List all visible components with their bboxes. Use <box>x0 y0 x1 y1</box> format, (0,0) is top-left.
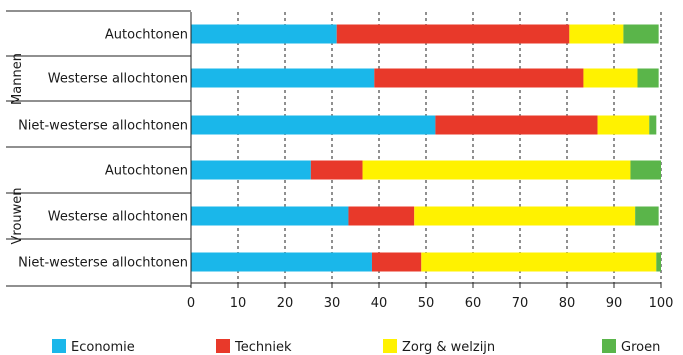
bar-economie-row-4 <box>191 160 311 180</box>
legend-swatch <box>52 339 66 353</box>
bar-groen-row-2 <box>637 68 659 88</box>
legend-label: Economie <box>71 340 135 355</box>
legend-swatch <box>602 339 616 353</box>
x-tick-label: 80 <box>559 296 576 311</box>
x-tick-label: 20 <box>277 296 294 311</box>
bar-economie-row-6 <box>191 252 372 272</box>
category-labels: Autochtonen Westerse allochtonen Niet-west… <box>18 28 188 271</box>
category-label: Niet-westerse allochtonen <box>18 256 188 271</box>
group-label: Vrouwen <box>10 187 25 244</box>
legend: Economie Techniek Zorg & welzijn Groen <box>52 339 660 355</box>
bar-groen-row-5 <box>635 206 659 226</box>
bar-zorg-welzijn-row-4 <box>362 160 631 180</box>
legend-label: Zorg & welzijn <box>402 340 495 355</box>
bar-groen-row-6 <box>656 252 661 272</box>
legend-label: Techniek <box>234 340 292 355</box>
group-labels: Mannen Vrouwen <box>10 53 25 244</box>
bar-economie-row-2 <box>191 68 375 88</box>
x-tick-label: 70 <box>512 296 529 311</box>
x-tick-label: 100 <box>649 296 674 311</box>
x-tick-label: 90 <box>606 296 623 311</box>
legend-swatch <box>383 339 397 353</box>
category-label: Niet-westerse allochtonen <box>18 119 188 134</box>
x-tick-label: 60 <box>465 296 482 311</box>
category-label: Autochtonen <box>105 164 188 179</box>
bar-groen-row-1 <box>623 24 659 44</box>
bar-techniek-row-3 <box>435 115 598 135</box>
bar-zorg-welzijn-row-5 <box>414 206 636 226</box>
bar-economie-row-1 <box>191 24 337 44</box>
x-tick-label: 40 <box>371 296 388 311</box>
category-label: Autochtonen <box>105 28 188 43</box>
legend-label: Groen <box>621 340 660 355</box>
bar-techniek-row-2 <box>374 68 584 88</box>
bars <box>191 24 661 272</box>
bar-techniek-row-4 <box>310 160 363 180</box>
x-tick-label: 30 <box>324 296 341 311</box>
bar-zorg-welzijn-row-1 <box>569 24 624 44</box>
group-label: Mannen <box>10 53 25 105</box>
bar-techniek-row-1 <box>336 24 570 44</box>
x-tick-label: 50 <box>418 296 435 311</box>
x-tick-label: 10 <box>230 296 247 311</box>
x-axis: 0 10 20 30 40 50 60 70 80 90 100 <box>187 12 674 311</box>
x-tick-label: 0 <box>187 296 195 311</box>
bar-zorg-welzijn-row-2 <box>583 68 638 88</box>
gridlines <box>6 10 662 287</box>
bar-groen-row-3 <box>649 115 657 135</box>
bar-zorg-welzijn-row-6 <box>421 252 657 272</box>
category-label: Westerse allochtonen <box>48 210 188 225</box>
legend-swatch <box>216 339 230 353</box>
bar-zorg-welzijn-row-3 <box>597 115 650 135</box>
bar-groen-row-4 <box>630 160 661 180</box>
category-label: Westerse allochtonen <box>48 72 188 87</box>
bar-techniek-row-5 <box>348 206 415 226</box>
bar-techniek-row-6 <box>371 252 422 272</box>
bar-economie-row-5 <box>191 206 349 226</box>
bar-economie-row-3 <box>191 115 436 135</box>
